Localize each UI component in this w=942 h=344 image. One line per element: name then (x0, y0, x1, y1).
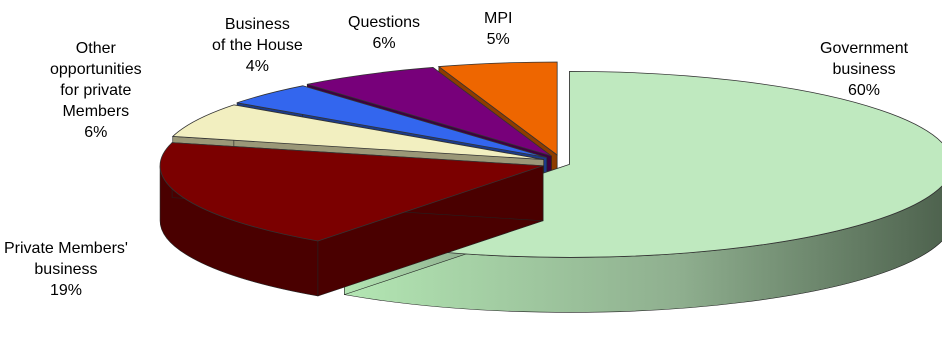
label-mpi: MPI 5% (484, 10, 513, 48)
label-private-members-business: Private Members' business 19% (4, 240, 128, 299)
label-government-business: Government business 60% (820, 40, 909, 99)
slice-private-members-business (159, 142, 544, 297)
slice-top-other-opportunities-for-private-members (171, 104, 544, 160)
label-other-opportunities: Other opportunities for private Members … (50, 40, 142, 141)
slice-top-private-members-business (159, 142, 544, 242)
label-questions: Questions 6% (348, 14, 421, 52)
slice-top-mpi (437, 61, 558, 156)
label-business-of-the-house: Business of the House 4% (212, 16, 303, 75)
slice-top-business-of-the-house (236, 85, 547, 158)
slice-top-questions (307, 67, 552, 157)
